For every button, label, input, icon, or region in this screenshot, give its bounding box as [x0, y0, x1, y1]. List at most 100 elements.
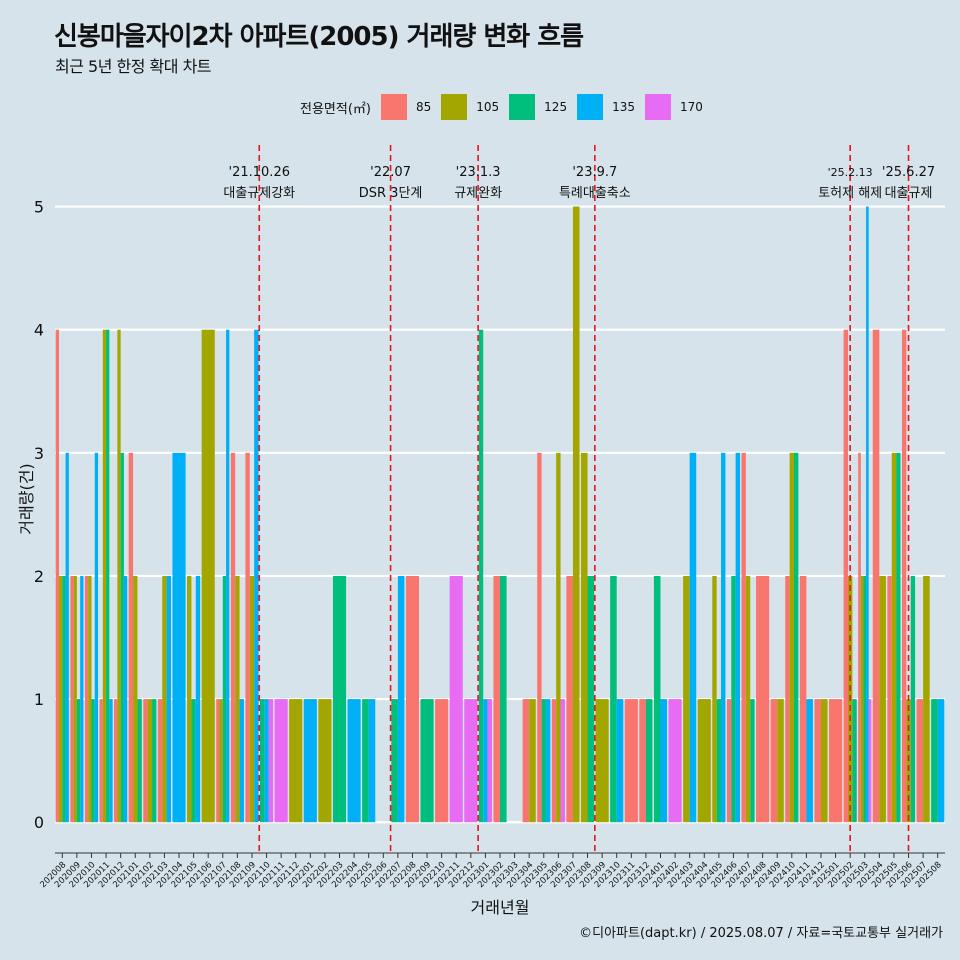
y-tick-label: 2 [34, 567, 44, 586]
bar-202506-125 [910, 575, 916, 823]
bar-202409-105 [777, 699, 784, 823]
bar-202502-85 [843, 329, 848, 823]
bar-202305-85 [537, 452, 542, 823]
legend-label-85: 85 [415, 100, 432, 114]
bar-202211-170 [449, 575, 463, 823]
bar-202307-105 [572, 206, 580, 823]
bar-202306-105 [556, 452, 561, 823]
bar-202105-135 [195, 575, 201, 823]
chart-title: 신봉마을자이2차 아파트(2005) 거래량 변화 흐름 [54, 22, 584, 52]
bar-202301-170 [487, 699, 492, 823]
event-label: 규제완화 [454, 186, 502, 201]
bar-202410-125 [793, 452, 799, 823]
bar-202205-135 [368, 699, 376, 823]
bar-202210-85 [435, 699, 449, 823]
bar-202209-125 [420, 699, 434, 823]
bar-202010-105 [88, 575, 92, 823]
bar-202012-85 [114, 699, 118, 823]
bar-202407-105 [745, 575, 751, 823]
bar-202102-105 [147, 699, 153, 823]
legend-swatch-85 [380, 94, 407, 120]
legend-label-170: 170 [679, 100, 703, 114]
bar-202205-125 [362, 699, 369, 823]
legend-item-105: 105 [441, 94, 499, 120]
legend-label-135: 135 [612, 100, 635, 114]
bar-202108-105 [235, 575, 240, 823]
bar-202505-125 [896, 452, 901, 823]
bar-202101-105 [133, 575, 138, 823]
bar-202403-105 [683, 575, 690, 823]
legend-swatch-105 [441, 94, 468, 120]
bar-202110-135 [264, 699, 269, 823]
bar-202503-170 [868, 699, 872, 823]
event-label: 특례대출축소 [559, 186, 631, 201]
bar-202302-125 [500, 575, 507, 823]
bar-202310-125 [610, 575, 617, 823]
event-date: '23.1.3 [456, 165, 501, 180]
y-tick-label: 5 [34, 198, 44, 217]
bar-202406-135 [735, 452, 741, 823]
bar-202008-135 [65, 452, 69, 823]
source-caption: ©디아파트(dapt.kr) / 2025.08.07 / 자료=국토교통부 실… [579, 926, 943, 941]
bar-202308-105 [580, 452, 588, 823]
bar-202110-170 [268, 699, 274, 823]
event-label: 토허제 해제 [818, 186, 882, 201]
bar-202503-85 [858, 452, 861, 823]
legend-title: 전용면적(㎡) [300, 101, 371, 117]
bar-202212-170 [464, 699, 478, 823]
y-tick-label: 0 [34, 813, 44, 832]
bar-202311-85 [624, 699, 638, 823]
bar-202009-125 [76, 699, 81, 823]
bar-202012-125 [120, 452, 124, 823]
bar-202010-85 [84, 575, 89, 823]
bar-202405-135 [721, 452, 726, 823]
bar-202009-105 [73, 575, 77, 823]
bar-202107-125 [222, 575, 227, 823]
bar-202203-125 [332, 575, 347, 823]
event-date: '23.9.7 [572, 165, 617, 180]
bar-202108-85 [230, 452, 236, 823]
bar-202103-135 [166, 575, 171, 823]
bar-202105-105 [187, 575, 192, 823]
bar-202103-105 [162, 575, 167, 823]
bar-202412-85 [814, 699, 821, 823]
event-date: '25.6.27 [882, 165, 935, 180]
legend-item-135: 135 [577, 94, 635, 120]
bar-202410-85 [785, 575, 790, 823]
y-tick-label: 4 [34, 321, 44, 340]
bar-202108-135 [239, 699, 244, 823]
bar-202107-105 [219, 699, 223, 823]
bar-202503-135 [866, 206, 869, 823]
bar-202402-170 [668, 699, 682, 823]
legend-item-170: 170 [644, 94, 703, 120]
event-label: DSR 3단계 [359, 186, 423, 201]
bar-202504-105 [879, 575, 886, 823]
bar-202407-125 [750, 699, 755, 823]
bar-202304-105 [529, 699, 536, 823]
bar-202412-105 [820, 699, 828, 823]
bar-202012-135 [123, 575, 128, 823]
event-label: 대출규제강화 [223, 186, 295, 201]
bar-202406-85 [726, 699, 732, 823]
bar-202503-125 [863, 575, 867, 823]
bar-202010-125 [91, 699, 95, 823]
bar-202111-170 [274, 699, 288, 823]
bar-202102-85 [143, 699, 148, 823]
bar-202103-85 [157, 699, 163, 823]
bar-202307-85 [566, 575, 573, 823]
bar-202404-105 [697, 699, 711, 823]
bar-202411-135 [806, 699, 813, 823]
legend-label-125: 125 [544, 100, 568, 114]
bar-202403-135 [689, 452, 697, 823]
bar-202207-135 [397, 575, 405, 823]
bar-202405-105 [712, 575, 717, 823]
bar-202410-105 [789, 452, 794, 823]
bar-202011-85 [99, 699, 103, 823]
bar-202008-105 [59, 575, 63, 823]
bar-202009-85 [70, 575, 74, 823]
bar-202401-125 [653, 575, 661, 823]
bar-202305-125 [541, 699, 546, 823]
bar-202012-105 [117, 329, 121, 823]
bar-202505-85 [887, 575, 892, 823]
